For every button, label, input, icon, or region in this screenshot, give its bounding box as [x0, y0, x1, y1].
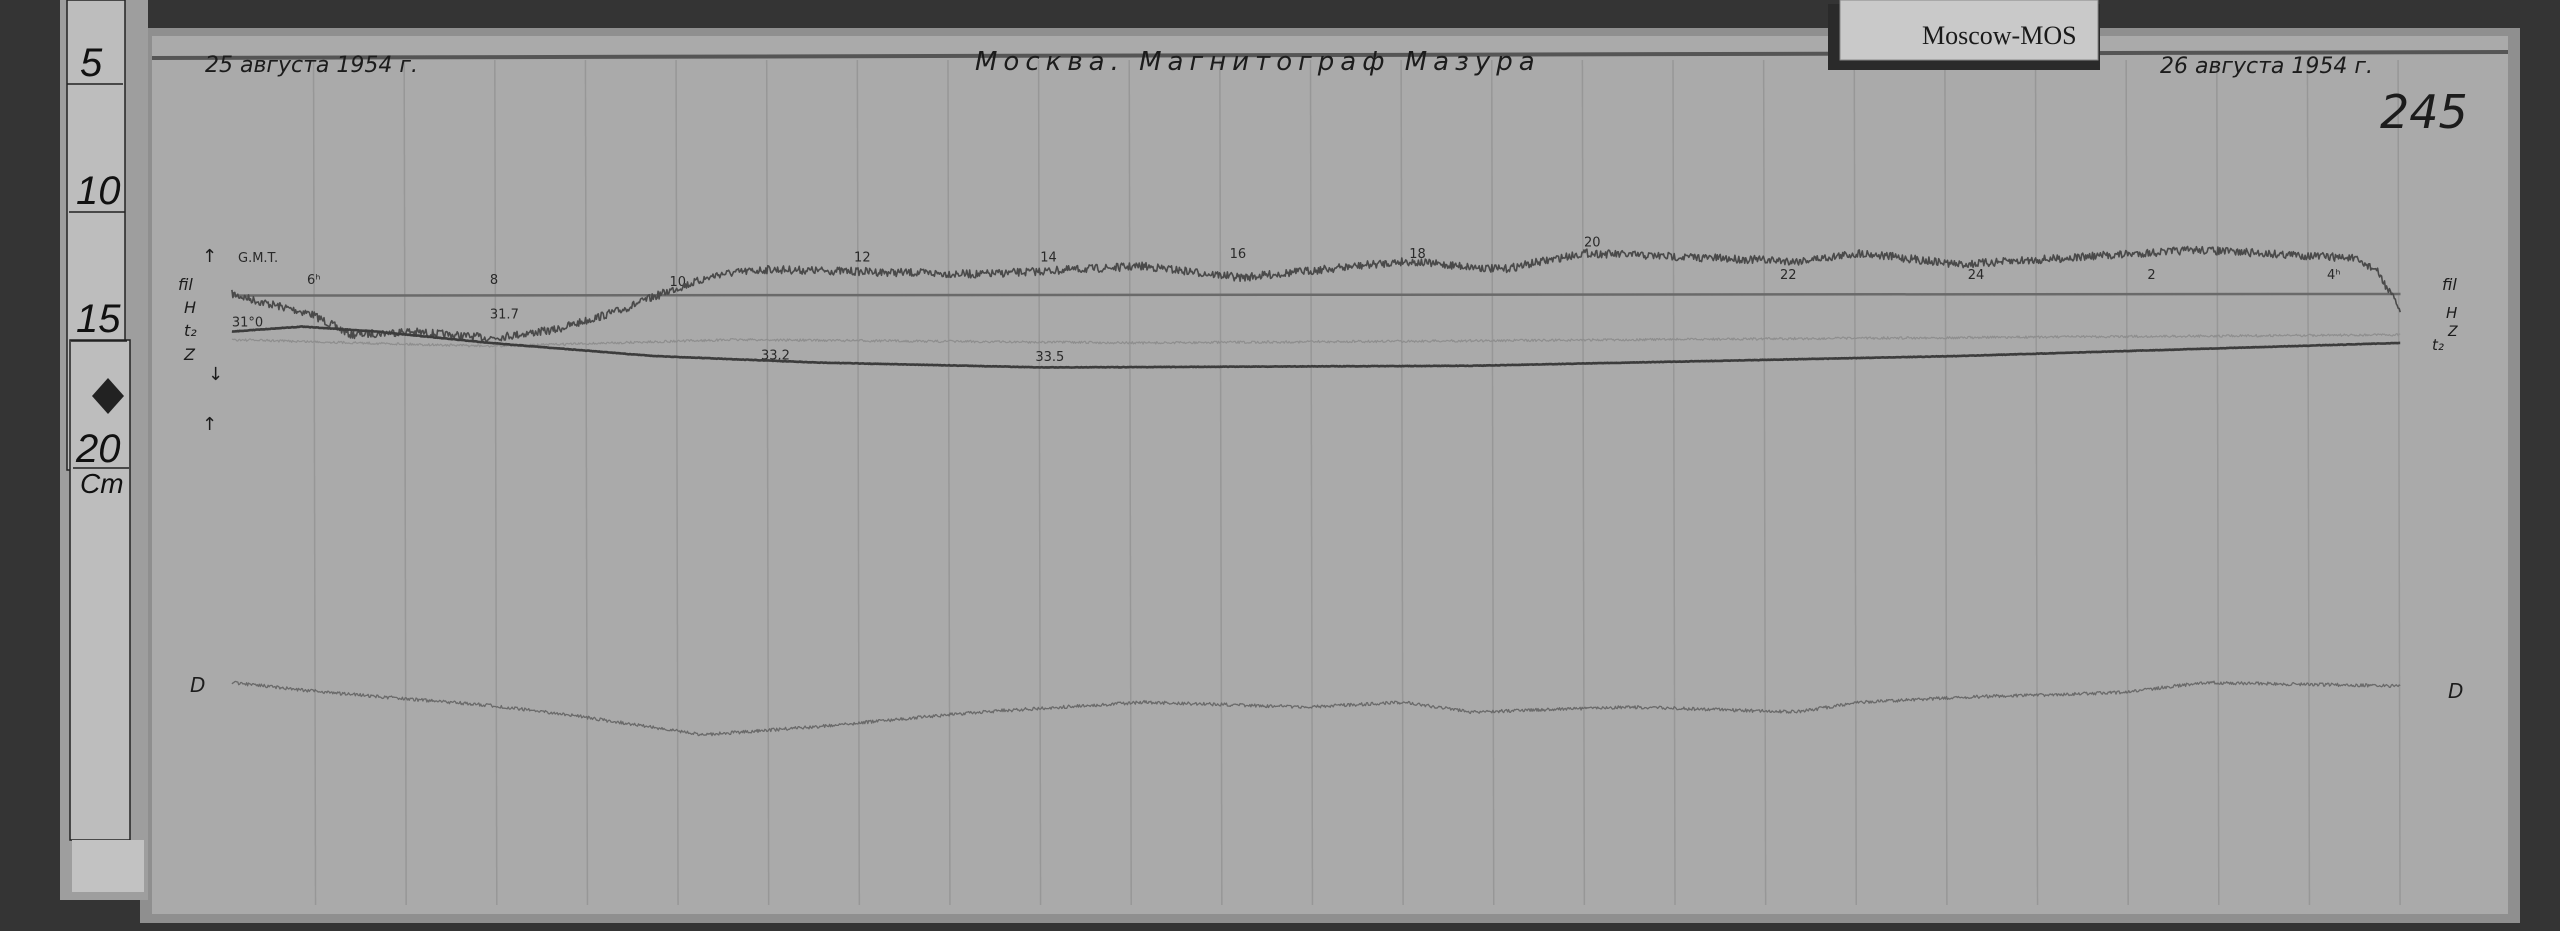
- ruler-unit-box: [72, 840, 144, 892]
- hour-label: 16: [1230, 247, 1247, 262]
- temperature-label: 31°0: [232, 316, 263, 331]
- hour-label: 6ʰ: [307, 273, 321, 288]
- temperature-label: 33.5: [1035, 350, 1064, 365]
- hour-label: 18: [1409, 247, 1426, 262]
- date-end: 26 августа 1954 г.: [2160, 54, 2373, 79]
- date-start: 25 августа 1954 г.: [205, 53, 418, 78]
- hour-label: 4ʰ: [2327, 268, 2341, 283]
- label-fil-right: fil: [2442, 275, 2457, 294]
- label-d-right: D: [2448, 679, 2463, 703]
- hour-grid-line: [1853, 59, 1858, 906]
- label-z-right: Z: [2447, 324, 2458, 340]
- label-d-left: D: [190, 673, 205, 697]
- label-t-right: t₂: [2432, 336, 2444, 354]
- hour-grid: [231, 59, 2401, 906]
- hour-label: 8: [490, 273, 498, 288]
- ruler-mark: 15: [76, 297, 121, 341]
- label-h-right: H: [2446, 304, 2457, 322]
- hour-grid-line: [2397, 59, 2401, 906]
- top-edge-line: [151, 50, 2509, 60]
- station-card-label: Moscow-MOS: [1922, 21, 2077, 50]
- hour-grid-line: [1128, 59, 1132, 906]
- hour-grid-line: [1309, 59, 1314, 906]
- hour-label: 20: [1584, 236, 1601, 251]
- label-z-left: Z: [183, 345, 196, 364]
- ruler-mark: 10: [76, 169, 121, 213]
- hour-grid-line: [1944, 59, 1948, 906]
- hour-grid-line: [1037, 59, 1042, 906]
- hour-grid-line: [1219, 59, 1223, 906]
- z-trace: [231, 333, 2401, 348]
- hour-grid-line: [2216, 59, 2220, 906]
- label-h-left: H: [184, 298, 196, 317]
- baseline: [231, 292, 2401, 297]
- sheet-number: 245: [2380, 85, 2468, 139]
- hour-grid-line: [856, 59, 861, 906]
- d-trace: [231, 680, 2401, 737]
- h-trace: [231, 245, 2401, 343]
- hour-grid-line: [1581, 59, 1586, 906]
- hour-grid-line: [1672, 59, 1676, 906]
- label-fil-left: fil: [178, 275, 193, 294]
- temperature-labels: 31°031.733.2 33.5: [232, 307, 1064, 364]
- hour-grid-line: [2125, 59, 2129, 906]
- hour-grid-line: [584, 59, 589, 906]
- hour-grid-line: [1400, 59, 1404, 906]
- hour-label: 10: [670, 275, 687, 290]
- hour-grid-line: [312, 59, 317, 906]
- hour-labels: 6ʰ 8 10 12 14 16 18 20 22 24 2 4ʰ: [307, 236, 2341, 290]
- ruler-mark: 5: [80, 41, 103, 85]
- diamond-marker-icon: [92, 378, 124, 414]
- hour-grid-line: [403, 59, 407, 906]
- arrow-up-icon: ↑: [202, 246, 217, 267]
- ruler-mark: 20: [75, 427, 121, 471]
- ruler-lower: [69, 339, 131, 841]
- ruler-arrow-up-icon: ↑: [202, 414, 217, 435]
- temperature-trace: [231, 325, 2401, 369]
- hour-label: 2: [2147, 268, 2155, 283]
- arrow-down-icon: ↓: [208, 364, 223, 385]
- paper: [152, 36, 2508, 914]
- hour-grid-line: [675, 59, 679, 906]
- ruler-unit: Cm: [80, 468, 124, 499]
- hour-grid-line: [1490, 59, 1495, 906]
- station-card: [1839, 0, 2099, 61]
- hour-grid-line: [2306, 59, 2311, 906]
- hour-grid-line: [765, 59, 770, 906]
- label-t-left: t₂: [184, 321, 197, 340]
- gmt-label: G.M.T.: [238, 251, 278, 266]
- record-title: Москва. Магнитограф Мазура: [975, 47, 1541, 77]
- hour-label: 14: [1040, 250, 1057, 265]
- hour-grid-line: [1762, 59, 1767, 906]
- hour-label: 24: [1968, 268, 1985, 283]
- hour-grid-line: [947, 59, 951, 906]
- temperature-label: 31.7: [490, 307, 519, 322]
- hour-label: 22: [1780, 268, 1797, 283]
- hour-grid-line: [2034, 59, 2039, 906]
- hour-label: 12: [854, 250, 871, 265]
- hour-grid-line: [494, 59, 498, 906]
- traces: [231, 245, 2401, 737]
